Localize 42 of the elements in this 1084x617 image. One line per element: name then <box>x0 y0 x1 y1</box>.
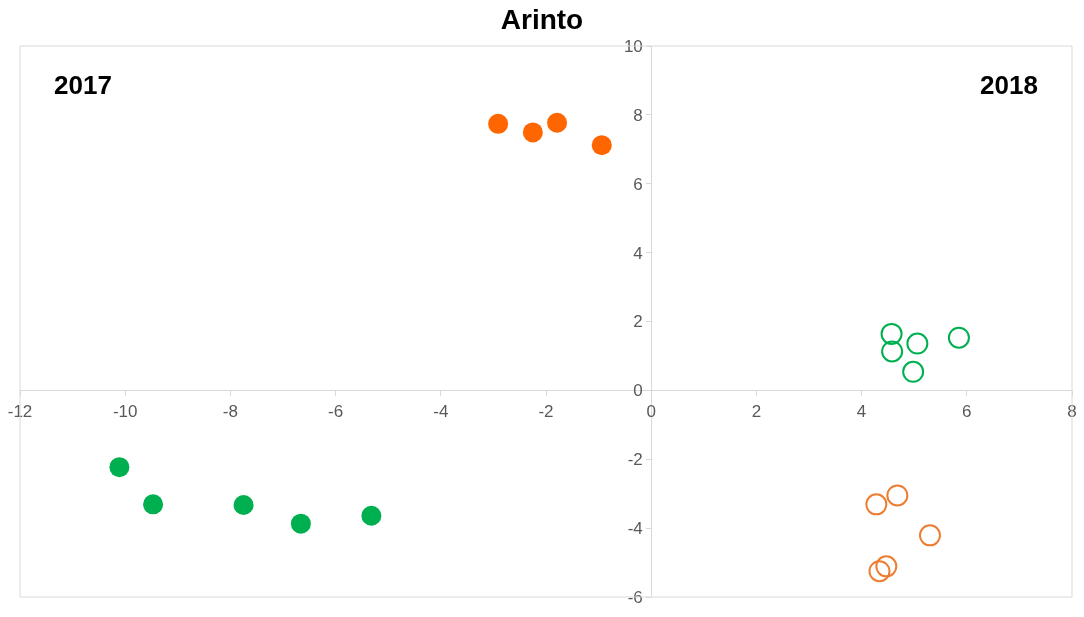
y-tick-label: 6 <box>633 174 643 194</box>
x-tick-label: -6 <box>328 401 344 421</box>
y-tick-label: 0 <box>633 381 643 401</box>
x-tick-label: 4 <box>856 401 867 421</box>
y-tick-label: 10 <box>623 36 643 56</box>
x-tick-label: -8 <box>222 401 238 421</box>
point <box>918 524 941 547</box>
point <box>865 493 888 516</box>
point <box>290 513 311 534</box>
point <box>868 560 891 583</box>
x-tick-label: 2 <box>751 401 762 421</box>
point <box>233 495 254 516</box>
point <box>902 360 925 383</box>
point <box>880 322 903 345</box>
y-tick-label: -6 <box>627 587 643 607</box>
point <box>947 326 970 349</box>
point <box>591 135 612 156</box>
point <box>881 340 904 363</box>
x-tick-label: -10 <box>112 401 138 421</box>
x-tick-label: -4 <box>433 401 449 421</box>
y-tick-label: 8 <box>633 105 643 125</box>
point <box>886 484 909 507</box>
x-tick-label: 6 <box>962 401 972 421</box>
x-tick-label: -2 <box>538 401 554 421</box>
y-tick-label: -4 <box>627 519 643 539</box>
x-tick-label: 0 <box>646 401 656 421</box>
point <box>522 122 543 143</box>
annotation: 2017 <box>54 70 112 100</box>
point <box>547 112 568 133</box>
point <box>143 494 164 515</box>
point <box>361 505 382 526</box>
y-tick-label: 2 <box>633 312 643 332</box>
annotation: 2018 <box>980 70 1038 100</box>
point <box>906 332 929 355</box>
x-tick-label: -12 <box>7 401 33 421</box>
chart-title: Arinto <box>500 3 584 35</box>
x-tick-label: 8 <box>1067 401 1077 421</box>
point <box>109 457 130 478</box>
y-tick-label: 4 <box>633 243 643 263</box>
point <box>488 113 509 134</box>
y-tick-label: -2 <box>627 450 643 470</box>
point <box>875 555 898 578</box>
